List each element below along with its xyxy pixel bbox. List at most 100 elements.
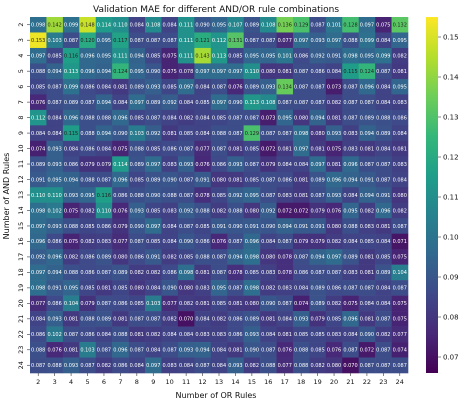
heatmap-cell bbox=[292, 47, 310, 64]
heatmap-cell bbox=[46, 295, 64, 312]
cell-value-label: 0.084 bbox=[130, 363, 144, 369]
cell-value-label: 0.082 bbox=[327, 301, 341, 307]
x-tick-label: 19 bbox=[313, 378, 321, 386]
heatmap-cell bbox=[46, 311, 64, 327]
cell-value-label: 0.097 bbox=[31, 54, 45, 60]
heatmap-cell bbox=[358, 140, 376, 157]
cell-value-label: 0.084 bbox=[294, 162, 308, 168]
cell-value-label: 0.111 bbox=[113, 54, 127, 60]
heatmap-cell bbox=[309, 171, 327, 188]
heatmap-cell bbox=[62, 140, 80, 157]
heatmap-cell bbox=[30, 32, 47, 49]
cell-value-label: 0.089 bbox=[360, 115, 374, 121]
heatmap-cell bbox=[79, 218, 97, 234]
heatmap-cell bbox=[177, 202, 195, 219]
heatmap-cell bbox=[342, 249, 359, 265]
cell-value-label: 0.113 bbox=[245, 100, 259, 106]
cell-value-label: 0.080 bbox=[179, 286, 193, 292]
heatmap-cell bbox=[30, 47, 47, 64]
heatmap-cell bbox=[145, 342, 162, 358]
cell-value-label: 0.095 bbox=[393, 84, 407, 90]
cell-value-label: 0.093 bbox=[130, 208, 144, 214]
heatmap-cell bbox=[128, 218, 146, 234]
heatmap-cell bbox=[95, 47, 113, 64]
heatmap-cell bbox=[210, 280, 228, 296]
cell-value-label: 0.087 bbox=[343, 348, 357, 354]
cell-value-label: 0.087 bbox=[294, 69, 308, 75]
heatmap-cell bbox=[30, 125, 47, 142]
heatmap-cell bbox=[79, 311, 97, 327]
cell-value-label: 0.085 bbox=[130, 301, 144, 307]
heatmap-cell bbox=[161, 109, 179, 126]
cell-value-label: 0.093 bbox=[228, 363, 242, 369]
cell-value-label: 0.096 bbox=[113, 177, 127, 183]
heatmap-cell bbox=[325, 63, 343, 80]
cell-value-label: 0.081 bbox=[261, 317, 275, 323]
y-tick-label: 24 bbox=[17, 361, 25, 369]
heatmap-cell bbox=[46, 156, 64, 173]
heatmap-cell bbox=[161, 249, 179, 265]
cell-value-label: 0.075 bbox=[163, 69, 177, 75]
heatmap-cell bbox=[95, 249, 113, 265]
cell-value-label: 0.078 bbox=[195, 193, 209, 199]
cell-value-label: 0.088 bbox=[31, 69, 45, 75]
heatmap-cell bbox=[145, 311, 162, 327]
heatmap-cell bbox=[260, 202, 277, 219]
cell-value-label: 0.082 bbox=[310, 363, 324, 369]
heatmap-cell bbox=[276, 187, 294, 204]
heatmap-cell bbox=[177, 357, 195, 374]
heatmap-cell bbox=[161, 233, 179, 250]
heatmap-cell bbox=[95, 202, 113, 219]
chart-title: Validation MAE for different AND/OR rule… bbox=[93, 5, 339, 15]
cell-value-label: 0.102 bbox=[47, 332, 61, 338]
cell-value-label: 0.086 bbox=[130, 255, 144, 261]
cell-value-label: 0.131 bbox=[228, 38, 242, 44]
heatmap-cell bbox=[145, 47, 162, 64]
heatmap-cell bbox=[358, 295, 376, 312]
cell-value-label: 0.086 bbox=[113, 363, 127, 369]
x-tick-label: 12 bbox=[198, 378, 206, 386]
cell-value-label: 0.099 bbox=[360, 38, 374, 44]
cell-value-label: 0.085 bbox=[212, 115, 226, 121]
cell-value-label: 0.097 bbox=[146, 363, 160, 369]
x-tick-label: 20 bbox=[330, 378, 338, 386]
heatmap-cell bbox=[79, 47, 97, 64]
cell-value-label: 0.085 bbox=[360, 239, 374, 245]
cell-value-label: 0.082 bbox=[327, 100, 341, 106]
cell-value-label: 0.114 bbox=[97, 23, 111, 29]
heatmap-cell bbox=[210, 17, 228, 33]
cell-value-label: 0.086 bbox=[47, 239, 61, 245]
heatmap-cell bbox=[342, 125, 359, 142]
heatmap-cell bbox=[292, 187, 310, 204]
cell-value-label: 0.082 bbox=[97, 363, 111, 369]
heatmap-cell bbox=[375, 171, 392, 188]
cell-value-label: 0.086 bbox=[163, 146, 177, 152]
cell-value-label: 0.076 bbox=[228, 84, 242, 90]
cell-value-label: 0.081 bbox=[113, 317, 127, 323]
cell-value-label: 0.090 bbox=[146, 69, 160, 75]
heatmap-cell bbox=[309, 342, 327, 358]
cell-value-label: 0.089 bbox=[31, 162, 45, 168]
heatmap-cell bbox=[194, 295, 212, 312]
heatmap-cell bbox=[177, 249, 195, 265]
cell-value-label: 0.093 bbox=[47, 317, 61, 323]
heatmap-cell bbox=[161, 78, 179, 95]
heatmap-cell bbox=[292, 326, 310, 343]
y-tick-label: 19 bbox=[17, 284, 25, 292]
heatmap-cell bbox=[276, 264, 294, 281]
heatmap-cell bbox=[391, 63, 409, 80]
heatmap-cell bbox=[325, 311, 343, 327]
heatmap-cell bbox=[210, 32, 228, 49]
cell-value-label: 0.088 bbox=[130, 193, 144, 199]
heatmap-cell bbox=[375, 326, 392, 343]
cell-value-label: 0.104 bbox=[393, 270, 407, 276]
y-tick-label: 20 bbox=[17, 299, 25, 307]
heatmap-cell bbox=[243, 202, 261, 219]
cell-value-label: 0.081 bbox=[64, 348, 78, 354]
x-tick-label: 22 bbox=[363, 378, 371, 386]
cell-value-label: 0.089 bbox=[146, 177, 160, 183]
cell-value-label: 0.087 bbox=[80, 363, 94, 369]
heatmap-cell bbox=[391, 125, 409, 142]
heatmap-cell bbox=[227, 249, 244, 265]
heatmap-cell bbox=[391, 17, 409, 33]
